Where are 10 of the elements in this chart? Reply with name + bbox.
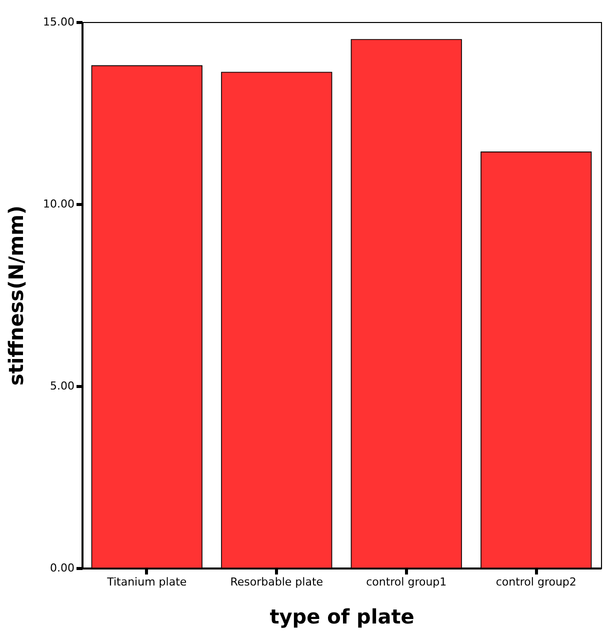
y-tick-label: 10.00 <box>43 198 74 210</box>
x-tick-label: Titanium plate <box>106 576 187 588</box>
y-tick-label: 15.00 <box>43 16 74 28</box>
x-axis-title: type of plate <box>270 604 414 628</box>
y-axis-title: stiffness(N/mm) <box>4 205 28 386</box>
x-tick-label: control group1 <box>366 576 447 588</box>
y-tick-label: 5.00 <box>50 380 74 392</box>
y-tick-label: 0.00 <box>50 562 74 574</box>
x-tick-label: Resorbable plate <box>230 576 324 588</box>
x-tick-label: control group2 <box>496 576 576 588</box>
